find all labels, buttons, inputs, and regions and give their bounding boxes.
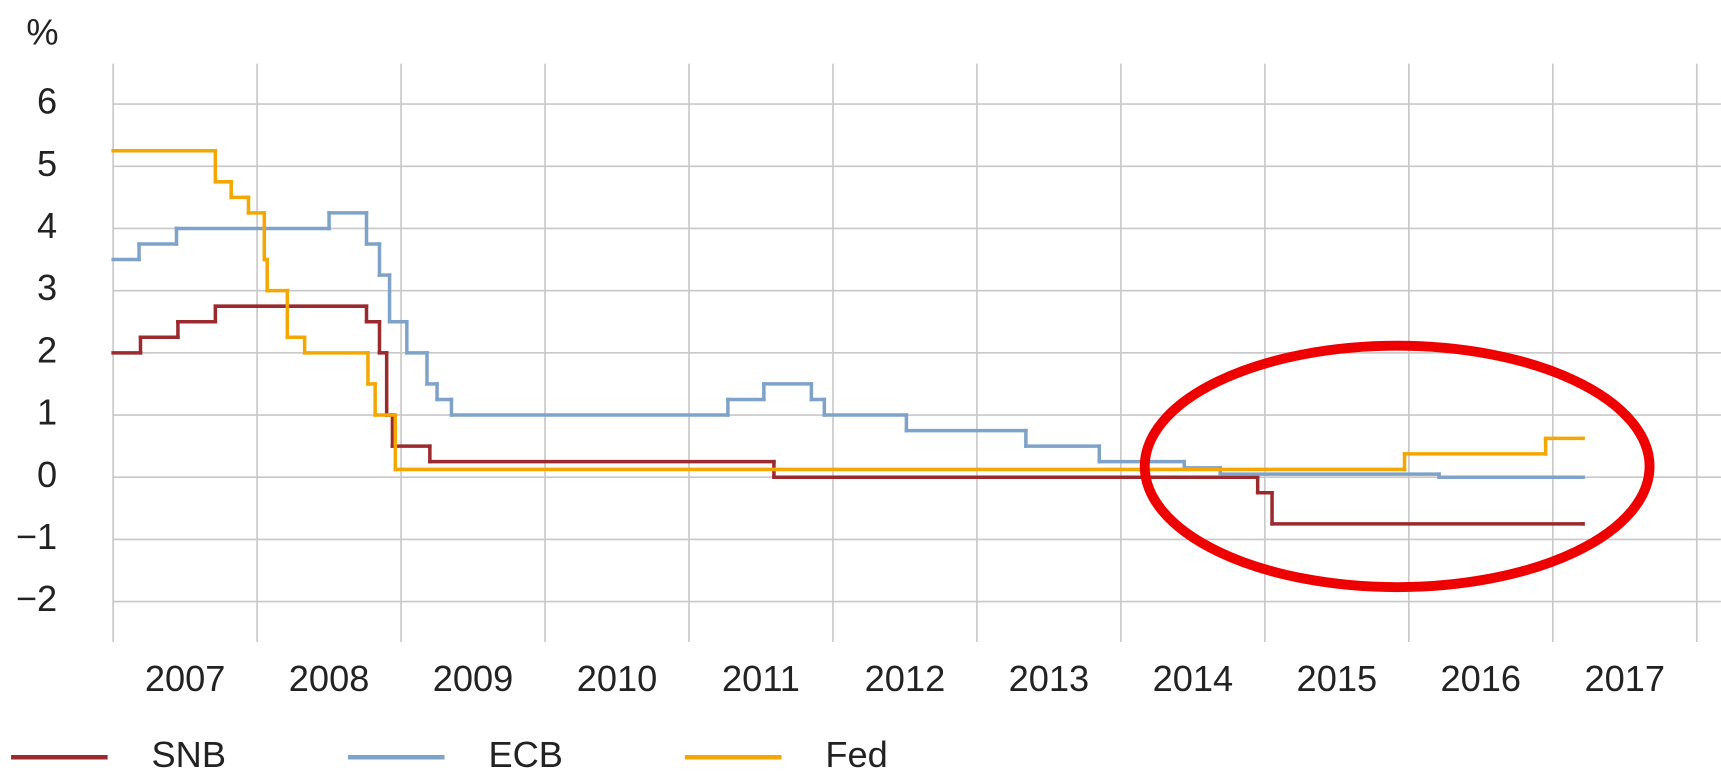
y-tick-label: 0 — [37, 454, 57, 495]
x-tick-label: 2017 — [1585, 658, 1666, 699]
legend-label: SNB — [152, 734, 226, 775]
x-tick-label: 2007 — [145, 658, 226, 699]
plot — [111, 148, 1585, 526]
y-tick-label: 2 — [37, 329, 57, 370]
x-tick-label: 2012 — [865, 658, 946, 699]
x-tick-label: 2009 — [433, 658, 514, 699]
grid: −2 −1 0 1 2 3 4 5 6 2007 2008 2009 2010 2011 2012 2013 2… — [16, 63, 1721, 699]
y-tick-label: 3 — [37, 267, 57, 308]
x-tick-label: 2016 — [1441, 658, 1522, 699]
y-unit: % — [26, 12, 58, 53]
series-line — [111, 304, 1585, 526]
y-tick-label: 1 — [37, 392, 57, 433]
y-tick-label: 4 — [37, 205, 57, 246]
y-tick-label: −1 — [16, 516, 57, 557]
x-tick-label: 2014 — [1153, 658, 1234, 699]
highlight-ellipse — [1139, 340, 1655, 593]
x-tick-label: 2015 — [1297, 658, 1378, 699]
series-line — [111, 148, 1585, 472]
legend: SNB ECB Fed — [11, 734, 888, 775]
y-tick-label: 5 — [37, 143, 57, 184]
x-tick-label: 2011 — [722, 658, 800, 699]
x-tick-label: 2008 — [289, 658, 370, 699]
y-tick-label: −2 — [16, 578, 57, 619]
legend-label: Fed — [825, 734, 887, 775]
x-tick-label: 2010 — [577, 658, 658, 699]
y-tick-label: 6 — [37, 81, 57, 122]
series-line — [111, 211, 1585, 479]
x-tick-label: 2013 — [1009, 658, 1090, 699]
legend-label: ECB — [488, 734, 562, 775]
